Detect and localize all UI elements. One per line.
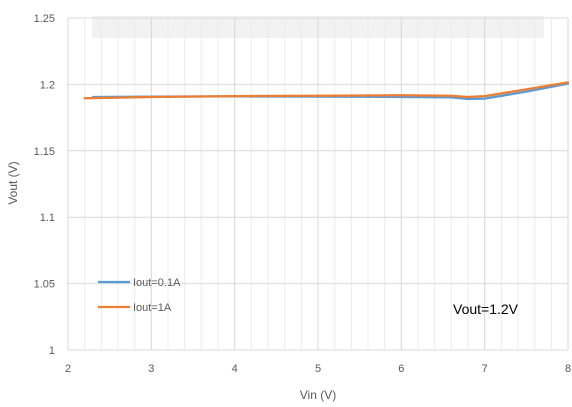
y-tick-label: 1.2 (40, 79, 55, 91)
y-tick-label: 1.25 (34, 13, 55, 25)
x-tick-label: 3 (148, 363, 154, 375)
x-tick-label: 4 (232, 363, 238, 375)
x-tick-label: 5 (315, 363, 321, 375)
series-line (83, 81, 570, 100)
y-tick-labels: 1 1.05 1.1 1.15 1.2 1.25 (34, 13, 55, 357)
series-lines (83, 81, 570, 101)
x-tick-label: 6 (398, 363, 404, 375)
legend-label: Iout=1A (133, 302, 172, 314)
y-tick-label: 1.15 (34, 146, 55, 158)
x-tick-label: 7 (482, 363, 488, 375)
x-axis-title: Vin (V) (300, 388, 336, 402)
x-tick-label: 2 (65, 363, 71, 375)
y-tick-label: 1.05 (34, 279, 55, 291)
legend: Iout=0.1A Iout=1A (98, 277, 181, 314)
grid (67, 17, 569, 351)
legend-label: Iout=0.1A (133, 277, 181, 289)
y-tick-label: 1.1 (40, 212, 55, 224)
chart-annotation: Vout=1.2V (453, 301, 519, 317)
y-axis-title: Vout (V) (6, 161, 20, 204)
y-tick-label: 1 (49, 345, 55, 357)
x-tick-label: 8 (565, 363, 571, 375)
x-tick-labels: 2 3 4 5 6 7 8 (65, 363, 571, 375)
